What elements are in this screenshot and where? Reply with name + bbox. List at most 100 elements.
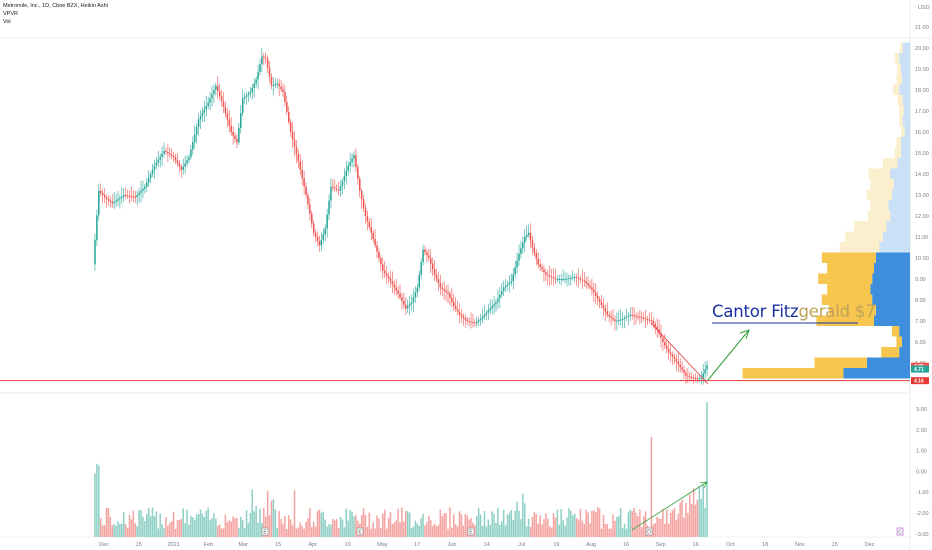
candle-body	[568, 278, 570, 280]
candle-body	[261, 56, 263, 65]
candle-body	[268, 67, 271, 77]
volume-bar	[159, 513, 161, 537]
volume-bar	[280, 518, 282, 537]
candle-body	[263, 56, 265, 58]
indicator-volume[interactable]: Vol	[3, 19, 11, 25]
candle-body	[506, 284, 509, 286]
candle-body	[140, 190, 142, 193]
volume-bar	[550, 527, 553, 537]
profile-bar-yellow	[894, 147, 901, 158]
candle-body	[305, 186, 307, 195]
candle-body	[491, 306, 493, 309]
volume-bar	[690, 503, 693, 537]
volume-bar	[170, 521, 173, 537]
candle-body	[326, 214, 328, 229]
volume-bar	[600, 528, 603, 537]
candle-body	[596, 295, 599, 299]
profile-bar-yellow	[892, 84, 900, 95]
candle-body	[147, 178, 150, 183]
candle-body	[405, 304, 407, 309]
profile-bar-blue	[893, 179, 910, 190]
candle-body	[335, 188, 338, 190]
profile-bar-blue	[866, 357, 910, 368]
candle-body	[671, 354, 674, 357]
event-marker-label: E	[358, 530, 362, 536]
time-tick-label: Dec	[99, 542, 109, 548]
volume-bar	[539, 515, 541, 537]
candle-body	[145, 182, 148, 187]
volume-bar	[702, 484, 704, 537]
candle-body	[552, 277, 555, 279]
candle-body	[270, 76, 273, 86]
candle-body	[226, 113, 229, 120]
volume-bar	[412, 526, 415, 537]
volume-bar	[385, 528, 388, 537]
candle-body	[99, 190, 102, 193]
candle-body	[136, 195, 138, 198]
candle-body	[602, 305, 605, 309]
volume-bar	[650, 437, 653, 537]
candle-body	[689, 376, 691, 378]
volume-bar	[282, 523, 284, 537]
profile-bar-blue	[901, 336, 910, 347]
candle-body	[610, 316, 612, 318]
price-tick-label: 16.00	[915, 130, 929, 136]
profile-bar-yellow	[896, 336, 902, 347]
candle-body	[614, 319, 616, 321]
candle-body	[309, 204, 311, 214]
candle-body	[366, 216, 369, 222]
candle-body	[547, 274, 549, 276]
volume-bar	[552, 513, 555, 537]
event-marker-label: E	[469, 530, 473, 536]
volume-bar	[94, 473, 96, 537]
volume-bar	[121, 523, 123, 537]
candle-body	[660, 333, 662, 338]
candle-body	[266, 58, 269, 68]
candle-body	[236, 139, 238, 143]
candle-body	[318, 241, 321, 246]
candle-body	[94, 239, 96, 265]
volume-bar	[554, 517, 557, 537]
candle-body	[466, 319, 468, 321]
candle-body	[115, 200, 117, 202]
candle-body	[485, 312, 488, 315]
volume-bar	[355, 515, 357, 537]
projection-arrow	[707, 329, 750, 381]
volume-bar	[558, 524, 561, 537]
volume-bar	[147, 507, 150, 537]
volume-bar	[564, 525, 566, 537]
candle-body	[642, 317, 645, 319]
volume-bar	[222, 528, 225, 537]
candle-body	[420, 262, 422, 275]
volume-bar	[286, 528, 288, 537]
candle-body	[291, 132, 294, 140]
volume-bar	[349, 509, 351, 537]
candle-body	[195, 126, 198, 135]
candle-body	[182, 166, 184, 170]
volume-bar	[393, 522, 396, 537]
volume-bar	[111, 525, 113, 537]
volume-bar	[192, 517, 194, 537]
candle-body	[387, 275, 390, 279]
volume-bar	[117, 521, 119, 537]
volume-bar	[437, 524, 440, 537]
volume-bar	[667, 523, 670, 537]
profile-bar-yellow	[839, 242, 880, 253]
candle-body	[205, 105, 208, 110]
volume-bar	[122, 512, 125, 537]
candle-body	[625, 316, 628, 318]
volume-bar	[115, 525, 117, 537]
candle-body	[303, 178, 305, 187]
volume-bar	[389, 512, 392, 537]
volume-bar	[685, 503, 687, 537]
volume-bar	[451, 527, 453, 537]
volume-bar	[328, 524, 330, 537]
volume-bar	[583, 523, 586, 537]
volume-bar	[587, 512, 589, 537]
volume-bar	[149, 516, 152, 537]
candle-body	[245, 95, 248, 97]
candle-body	[452, 302, 455, 307]
candle-body	[428, 255, 430, 258]
indicator-vpvr[interactable]: VPVR	[3, 11, 18, 17]
